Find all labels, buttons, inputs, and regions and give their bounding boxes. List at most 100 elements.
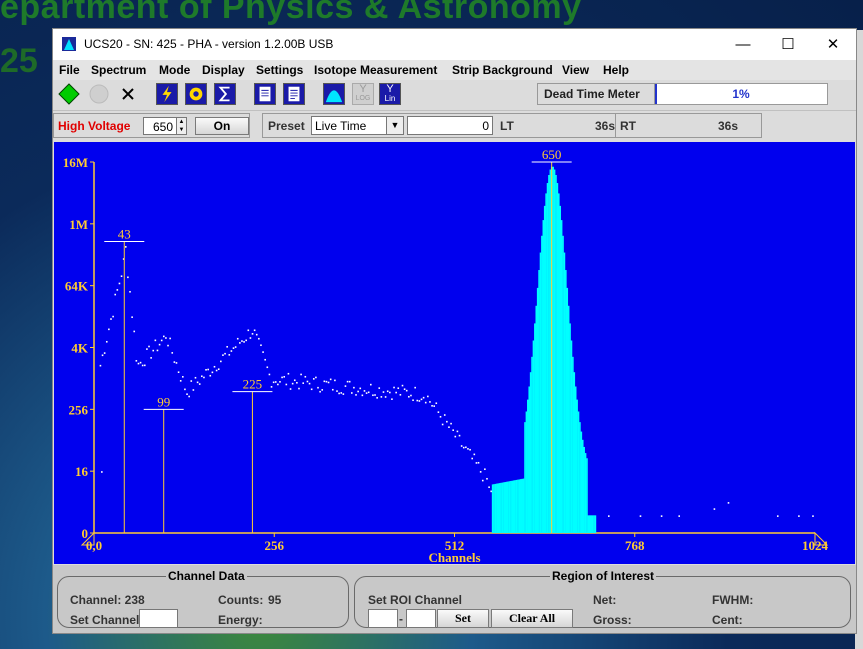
roi-group: Region of Interest Set ROI Channel - Set…: [354, 569, 851, 628]
spectrum-point: [370, 383, 372, 386]
spectrum-point: [177, 371, 180, 373]
spectrum-point: [454, 435, 457, 438]
roi-bar: [567, 305, 570, 533]
close-button[interactable]: ✕: [826, 36, 840, 53]
set-roi-button[interactable]: Set: [437, 609, 489, 628]
menu-mode[interactable]: Mode: [159, 63, 191, 77]
spectrum-point: [133, 330, 136, 333]
roi-bar: [555, 175, 557, 533]
spectrum-point: [450, 422, 452, 425]
hv-spinner[interactable]: ▲ ▼: [176, 117, 187, 135]
roi-end-input[interactable]: [406, 609, 436, 628]
menu-bar: File Spectrum Mode Display Settings Isot…: [53, 60, 856, 80]
hv-panel: High Voltage 650 ▲ ▼ On: [53, 113, 250, 138]
spectrum-point: [412, 399, 414, 402]
spectrum-point: [165, 337, 167, 339]
spectrum-point: [201, 375, 203, 378]
lin-icon[interactable]: Y Lin: [379, 83, 401, 105]
spectrum-point: [148, 345, 150, 348]
roi-bar: [569, 323, 571, 533]
spectrum-point: [258, 337, 260, 340]
spectrum-point: [420, 398, 423, 401]
y-tick-label: 16M: [63, 155, 88, 170]
report-icon[interactable]: [254, 83, 276, 105]
spectrum-point: [446, 420, 448, 423]
spectrum-point: [184, 388, 186, 391]
roi-bar: [560, 220, 563, 533]
maximize-button[interactable]: ☐: [781, 36, 795, 53]
spectrum-point: [382, 391, 385, 393]
report2-icon[interactable]: [283, 83, 305, 105]
marker-label: 225: [243, 377, 263, 392]
menu-spectrum[interactable]: Spectrum: [91, 63, 147, 77]
hv-on-button[interactable]: On: [195, 117, 249, 135]
dead-time-label: Dead Time Meter: [544, 87, 640, 101]
log-icon[interactable]: Y LOG: [352, 83, 374, 105]
spectrum-point: [146, 348, 148, 350]
roi-bar: [588, 515, 591, 533]
spectrum-point: [437, 411, 440, 413]
sigma-icon[interactable]: [214, 83, 236, 105]
spectrum-point: [182, 376, 184, 378]
roi-bar: [539, 252, 542, 534]
roi-start-input[interactable]: [368, 609, 398, 628]
spectrum-point: [160, 339, 163, 342]
spectrum-point: [310, 388, 313, 391]
y-tick-label: 1M: [69, 217, 88, 232]
preset-dropdown-icon[interactable]: ▼: [386, 116, 404, 135]
spectrum-point: [188, 395, 190, 398]
spectrum-point: [441, 423, 444, 426]
menu-settings[interactable]: Settings: [256, 63, 304, 77]
spectrum-point: [424, 401, 427, 404]
spectrum-point: [469, 448, 471, 451]
set-channel-input[interactable]: [139, 609, 178, 628]
control-row: High Voltage 650 ▲ ▼ On Preset Live Time …: [53, 111, 856, 140]
clear-icon[interactable]: [117, 83, 139, 105]
stop-icon[interactable]: [88, 83, 110, 105]
spectrum-point: [479, 471, 482, 473]
preset-select[interactable]: Live Time: [311, 116, 387, 135]
rt-value: 36s: [718, 119, 739, 133]
roi-bar: [505, 481, 508, 533]
spectrum-point: [378, 387, 381, 389]
left-scroll-marker[interactable]: [80, 531, 95, 546]
title-bar[interactable]: UCS20 - SN: 425 - PHA - version 1.2.00B …: [53, 29, 856, 60]
menu-view[interactable]: View: [562, 63, 590, 77]
spectrum-point: [389, 391, 391, 394]
menu-isotope-measurement[interactable]: Isotope Measurement: [314, 63, 438, 77]
spectrum-point: [272, 381, 275, 384]
hv-input[interactable]: 650: [143, 117, 177, 135]
menu-help[interactable]: Help: [603, 63, 630, 77]
spectrum-point: [277, 383, 279, 386]
menu-display[interactable]: Display: [202, 63, 245, 77]
lightning-icon[interactable]: [156, 83, 178, 105]
spectrum-point: [363, 390, 366, 392]
y-tick-label: 16: [75, 464, 89, 479]
roi-bar: [570, 340, 573, 533]
spectrum-point: [226, 346, 228, 348]
clear-all-button[interactable]: Clear All: [491, 609, 573, 628]
menu-strip-background[interactable]: Strip Background: [452, 63, 553, 77]
gross-label: Gross:: [593, 613, 632, 627]
spectrum-point: [211, 371, 214, 374]
roi-bar: [593, 515, 595, 533]
spectrum-point: [190, 380, 193, 382]
spectrum-point: [171, 352, 174, 354]
peak-icon[interactable]: [323, 83, 345, 105]
net-label: Net:: [593, 593, 617, 607]
start-icon[interactable]: [58, 83, 80, 105]
right-scroll-marker[interactable]: [814, 531, 829, 546]
roi-bar: [521, 478, 523, 533]
spectrum-point: [234, 346, 237, 348]
minimize-button[interactable]: —: [735, 36, 751, 53]
spectrum-point: [127, 276, 129, 279]
spectrum-point: [306, 380, 309, 383]
spectrum-point: [342, 393, 345, 395]
roi-bar: [493, 484, 495, 533]
menu-file[interactable]: File: [59, 63, 80, 77]
gear-icon[interactable]: [185, 83, 207, 105]
preset-value-input[interactable]: 0: [407, 116, 493, 135]
spectrum-point: [281, 376, 283, 379]
spectrum-point: [143, 364, 146, 367]
